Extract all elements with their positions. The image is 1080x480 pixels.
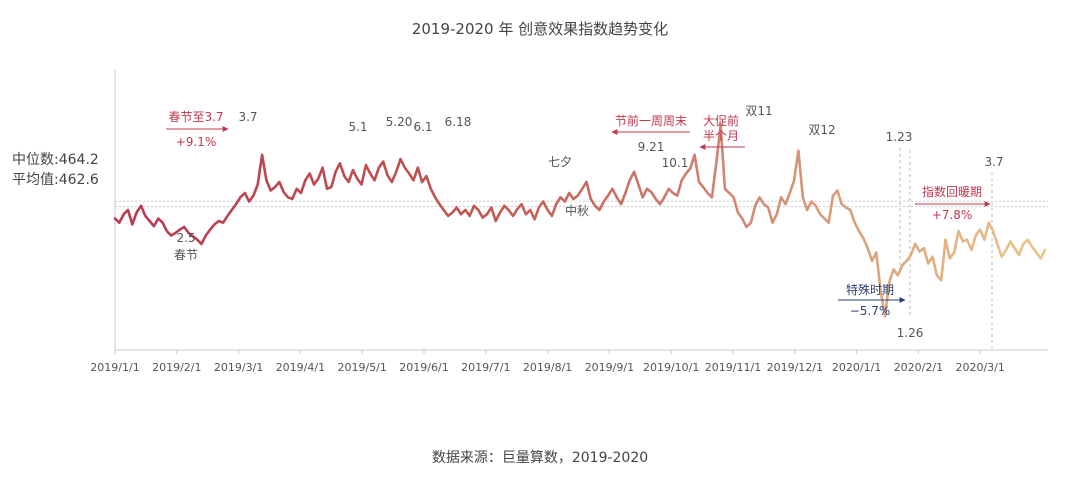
label-2-5: 2.5	[176, 231, 195, 245]
annotation-special-period: 特殊时期	[846, 282, 894, 297]
x-tick-label: 2020/1/1	[832, 361, 881, 374]
annotation-promo-1: 大促前	[703, 113, 739, 128]
x-tick-label: 2019/2/1	[152, 361, 201, 374]
x-tick-label: 2020/2/1	[894, 361, 943, 374]
x-tick-label: 2019/9/1	[585, 361, 634, 374]
label-9-21: 9.21	[638, 140, 665, 154]
chart-title: 2019-2020 年 创意效果指数趋势变化	[412, 20, 668, 38]
x-tick-label: 2019/1/1	[90, 361, 139, 374]
x-tick-label: 2019/3/1	[214, 361, 263, 374]
label-10-1: 10.1	[662, 156, 689, 170]
annotation-weekend: 节前一周周末	[615, 113, 687, 128]
label-spring-festival: 春节	[174, 248, 198, 262]
label-1-23: 1.23	[886, 130, 913, 144]
label-3-7-2020: 3.7	[984, 155, 1003, 169]
trend-line	[113, 123, 1047, 318]
source-note: 数据来源：巨量算数，2019-2020	[432, 450, 648, 466]
label-5-1: 5.1	[348, 120, 367, 134]
annotation-spring-period: 春节至3.7	[168, 110, 223, 124]
x-tick-label: 2019/7/1	[461, 361, 510, 374]
x-tick-label: 2019/11/1	[705, 361, 761, 374]
label-5-20: 5.20	[386, 115, 413, 129]
label-double-11: 双11	[745, 104, 772, 118]
label-3-7: 3.7	[238, 110, 257, 124]
x-tick-label: 2020/3/1	[955, 361, 1004, 374]
x-tick-label: 2019/10/1	[643, 361, 699, 374]
x-axis-ticks: 2019/1/1 2019/2/1 2019/3/1 2019/4/1 2019/5/1…	[90, 350, 1005, 374]
median-label: 中位数:464.2	[12, 152, 99, 168]
annotation-recovery-pct: +7.8%	[932, 208, 973, 222]
label-1-26: 1.26	[897, 326, 924, 340]
x-tick-label: 2019/4/1	[276, 361, 325, 374]
x-tick-label: 2019/12/1	[767, 361, 823, 374]
x-tick-label: 2019/5/1	[337, 361, 386, 374]
label-6-1: 6.1	[413, 120, 432, 134]
label-6-18: 6.18	[445, 115, 472, 129]
mean-label: 平均值:462.6	[12, 172, 99, 188]
label-qixi: 七夕	[548, 155, 572, 169]
x-tick-label: 2019/6/1	[399, 361, 448, 374]
annotation-recovery: 指数回暖期	[922, 184, 982, 199]
label-zhongqiu: 中秋	[565, 203, 589, 218]
label-double-12: 双12	[808, 123, 835, 137]
x-tick-label: 2019/8/1	[523, 361, 572, 374]
annotation-promo-2: 半个月	[703, 129, 739, 143]
annotation-spring-pct: +9.1%	[176, 135, 217, 149]
annotation-special-pct: −5.7%	[850, 304, 891, 318]
